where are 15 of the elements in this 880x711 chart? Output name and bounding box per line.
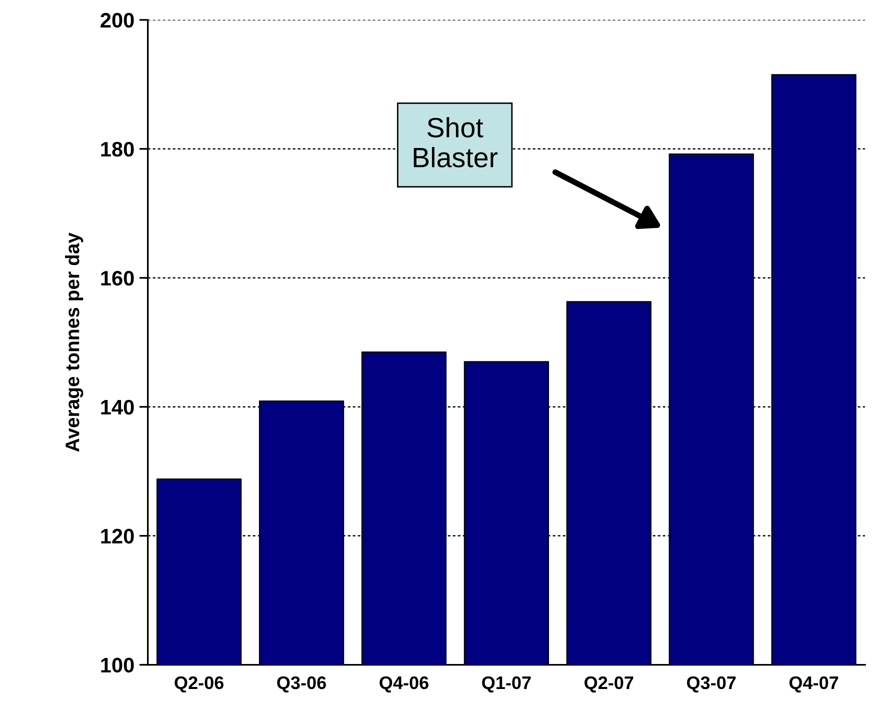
x-tick-label: Q4-07 <box>789 676 838 693</box>
x-tick-label: Q4-06 <box>380 676 428 693</box>
x-tick-label: Q3-07 <box>687 676 736 693</box>
y-tick-label: 180 <box>101 142 134 157</box>
y-tick-label: 200 <box>100 12 134 28</box>
y-tick-label: 140 <box>101 400 134 415</box>
x-tick-label: Q2-06 <box>174 676 224 693</box>
annotation: Shot Blaster <box>414 117 498 168</box>
y-axis-title: Average tonnes per day <box>65 232 84 452</box>
x-tick-label: Q2-07 <box>584 676 634 693</box>
x-tick-label: Q1-07 <box>482 676 531 693</box>
y-tick-label: 100 <box>101 658 134 673</box>
x-tick-label: Q3-06 <box>277 676 326 693</box>
y-tick-label: 160 <box>101 270 134 286</box>
y-tick-label: 120 <box>101 528 134 544</box>
